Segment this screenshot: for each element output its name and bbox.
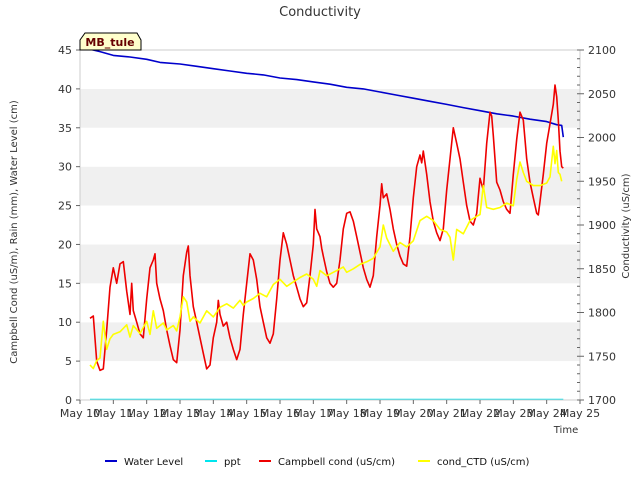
grid-band — [80, 50, 580, 89]
y-left-tick-label: 5 — [65, 355, 72, 368]
x-tick-label: May 13 — [160, 407, 200, 420]
y-right-tick-label: 1750 — [588, 350, 616, 363]
y-axis-left: 0 5 10 15 20 25 30 35 40 45 — [58, 44, 80, 407]
x-tick-label: May 23 — [493, 407, 533, 420]
y-right-tick-label: 2100 — [588, 44, 616, 57]
grid-band — [80, 244, 580, 284]
x-tick-label: May 18 — [327, 407, 367, 420]
y-left-tick-label: 35 — [58, 122, 72, 135]
legend-label: Water Level — [124, 457, 183, 468]
x-tick-label: May 17 — [293, 407, 333, 420]
series-line-campbell-cond-us-cm — [89, 84, 564, 372]
grid-bands — [80, 50, 580, 400]
grid-band — [80, 127, 580, 167]
x-tick-label: May 19 — [360, 407, 400, 420]
x-axis-label: Time — [553, 425, 578, 436]
y-axis-right-label: Conductivity (uS/cm) — [621, 173, 632, 278]
grid-band — [80, 205, 580, 245]
y-left-tick-label: 10 — [58, 316, 72, 329]
legend-label: cond_CTD (uS/cm) — [437, 457, 529, 468]
x-tick-label: May 20 — [393, 407, 433, 420]
y-right-tick-label: 1850 — [588, 263, 616, 276]
y-right-tick-label: 1950 — [588, 175, 616, 188]
y-left-tick-label: 0 — [65, 394, 72, 407]
y-left-tick-label: 25 — [58, 200, 72, 213]
chart-title: Conductivity — [279, 5, 361, 20]
x-tick-label: May 25 — [560, 407, 600, 420]
grid-band — [80, 322, 580, 362]
y-axis-right: 1700 1750 1800 1850 1900 1950 2000 2050 2100 — [577, 44, 616, 407]
y-left-tick-label: 30 — [58, 161, 72, 174]
y-left-tick-label: 15 — [58, 277, 72, 290]
x-tick-label: May 11 — [93, 407, 133, 420]
y-left-tick-label: 40 — [58, 83, 72, 96]
legend-label: ppt — [224, 457, 241, 468]
x-tick-label: May 10 — [60, 407, 100, 420]
grid-band — [80, 166, 580, 206]
x-tick-label: May 15 — [227, 407, 267, 420]
y-right-tick-label: 1800 — [588, 307, 616, 320]
x-tick-label: May 24 — [527, 407, 567, 420]
legend: Water Level ppt Campbell cond (uS/cm) cond_… — [105, 457, 529, 468]
y-right-tick-label: 2050 — [588, 88, 616, 101]
x-tick-label: May 12 — [127, 407, 167, 420]
grid-band — [80, 88, 580, 128]
series-line-water-level — [89, 48, 565, 138]
x-tick-label: May 21 — [427, 407, 467, 420]
y-right-tick-label: 1900 — [588, 219, 616, 232]
y-axis-left-label: Campbell Cond (uS/m), Rain (mm), Water L… — [9, 100, 20, 364]
series-line-cond-ctd-us-cm — [89, 145, 563, 370]
legend-label: Campbell cond (uS/cm) — [278, 457, 395, 468]
annotation-label: MB_tule — [85, 36, 134, 49]
x-tick-label: May 16 — [260, 407, 300, 420]
y-left-tick-label: 20 — [58, 238, 72, 251]
x-tick-label: May 14 — [193, 407, 233, 420]
x-tick-label: May 22 — [460, 407, 500, 420]
y-right-tick-label: 1700 — [588, 394, 616, 407]
y-right-tick-label: 2000 — [588, 132, 616, 145]
grid-band — [80, 283, 580, 323]
annotation-shape — [79, 32, 142, 51]
annotation-box: MB_tule — [79, 32, 142, 51]
grid-band — [80, 361, 580, 400]
y-left-tick-label: 45 — [58, 44, 72, 57]
